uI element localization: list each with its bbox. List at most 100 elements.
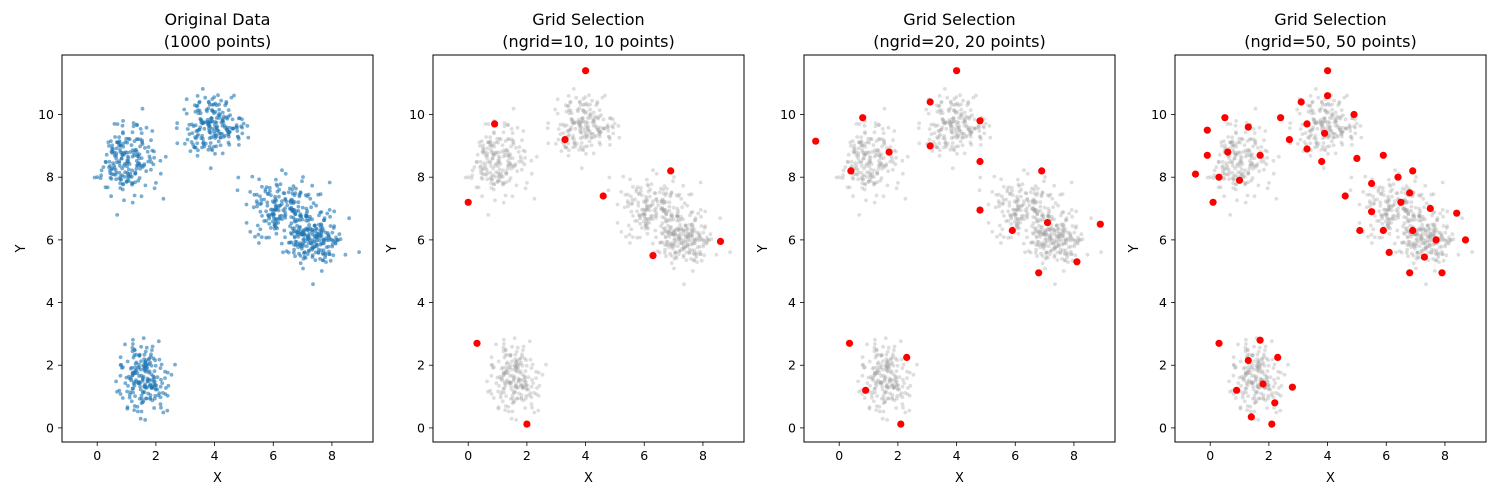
data-point <box>886 345 891 350</box>
data-point <box>1248 404 1253 409</box>
data-point <box>880 416 885 421</box>
data-point <box>626 204 630 209</box>
data-point <box>1279 383 1284 388</box>
selected-point <box>1096 220 1104 228</box>
x-tick-label: 4 <box>211 448 219 463</box>
data-point <box>1391 203 1395 208</box>
data-point <box>907 370 912 375</box>
data-point <box>596 125 601 130</box>
data-point <box>501 371 506 376</box>
data-point <box>967 129 972 134</box>
data-point <box>676 252 681 256</box>
data-point <box>689 257 693 261</box>
data-point <box>660 221 665 226</box>
data-point <box>1262 352 1266 357</box>
data-point <box>1007 203 1012 208</box>
data-point <box>965 103 970 108</box>
y-tick-label: 10 <box>38 107 54 122</box>
data-point <box>695 238 700 242</box>
data-point <box>859 143 864 148</box>
data-point <box>666 223 670 228</box>
data-point <box>324 260 328 264</box>
data-point <box>1409 200 1414 205</box>
data-point <box>878 154 883 158</box>
data-point <box>253 234 257 239</box>
data-point <box>606 129 611 133</box>
data-point <box>501 200 506 205</box>
data-point <box>718 216 722 221</box>
data-point <box>689 210 694 215</box>
data-point <box>1426 250 1431 255</box>
data-point <box>1069 252 1074 257</box>
data-point <box>1440 208 1445 212</box>
data-point <box>659 199 664 204</box>
data-point <box>576 119 581 124</box>
data-point <box>589 135 594 140</box>
data-point <box>695 236 699 241</box>
data-point <box>200 87 205 91</box>
data-point <box>896 383 901 388</box>
y-tick-label: 2 <box>1159 358 1167 373</box>
data-point <box>133 170 138 175</box>
data-point <box>501 349 506 354</box>
data-point <box>513 162 518 166</box>
data-point <box>882 165 887 169</box>
data-point <box>903 410 908 415</box>
data-point <box>577 123 582 128</box>
data-point <box>114 177 118 182</box>
data-point <box>578 144 583 149</box>
data-point <box>685 203 690 208</box>
data-point <box>585 144 590 149</box>
data-point <box>1372 235 1377 240</box>
data-point <box>1055 226 1060 231</box>
data-point <box>690 222 694 227</box>
selected-point <box>1038 167 1046 175</box>
data-point <box>466 175 471 180</box>
data-point <box>1252 131 1257 135</box>
data-point <box>966 115 970 120</box>
data-point <box>886 125 891 130</box>
selected-point <box>1409 167 1417 175</box>
data-point <box>495 179 500 184</box>
data-point <box>502 121 507 125</box>
data-point <box>900 384 905 389</box>
data-point <box>485 170 490 175</box>
data-point <box>932 122 936 127</box>
data-point <box>954 111 958 115</box>
data-point <box>497 173 501 178</box>
data-point <box>1243 373 1248 378</box>
data-point <box>596 127 600 132</box>
data-point <box>1394 250 1398 255</box>
y-tick-label: 6 <box>788 232 796 247</box>
data-point <box>1382 212 1387 217</box>
data-point <box>583 123 588 127</box>
data-point <box>1321 166 1326 171</box>
data-point <box>935 145 940 150</box>
data-point <box>608 116 613 121</box>
data-point <box>990 229 995 234</box>
data-point <box>587 129 592 133</box>
data-point <box>137 362 141 367</box>
data-point <box>995 234 999 239</box>
data-point <box>951 147 956 151</box>
data-point <box>125 170 130 175</box>
data-point <box>1028 190 1033 195</box>
data-point <box>945 95 950 100</box>
data-point <box>108 175 113 180</box>
data-point <box>508 161 513 166</box>
data-point <box>875 172 879 176</box>
data-point <box>298 218 302 223</box>
data-point <box>690 210 695 214</box>
data-point <box>1051 205 1055 210</box>
data-point <box>843 165 848 169</box>
data-point <box>841 168 846 173</box>
data-point <box>132 193 137 198</box>
data-point <box>1046 244 1051 249</box>
data-point <box>879 162 884 167</box>
data-point <box>217 131 222 136</box>
data-point <box>139 194 144 199</box>
data-point <box>260 214 264 218</box>
data-point <box>684 223 688 228</box>
data-point <box>1329 139 1334 144</box>
selected-point <box>582 67 590 75</box>
